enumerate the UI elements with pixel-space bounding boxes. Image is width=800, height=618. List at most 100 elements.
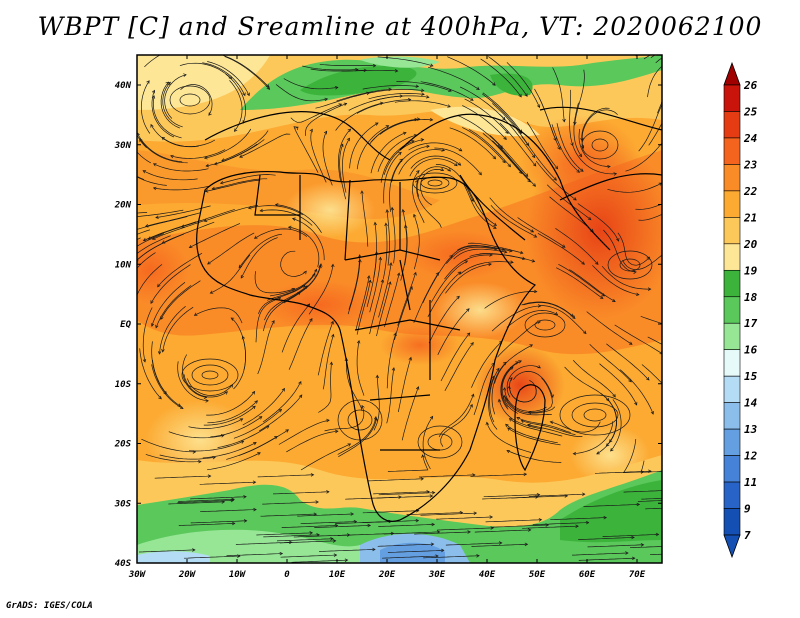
streamline <box>581 107 610 149</box>
streamline-arrow <box>287 225 292 230</box>
streamline <box>640 315 662 324</box>
streamline-arrow <box>373 416 378 420</box>
streamline-arrow <box>413 213 417 218</box>
streamline <box>516 417 571 433</box>
streamline-arrow <box>564 494 569 498</box>
streamline-arrow <box>247 206 252 210</box>
streamline <box>278 419 330 445</box>
streamline <box>409 158 458 177</box>
streamline <box>305 103 347 136</box>
streamline-arrow <box>415 84 420 88</box>
streamline <box>482 92 523 133</box>
streamline <box>376 281 391 337</box>
streamline-arrow <box>298 394 303 399</box>
streamline-arrow <box>685 191 688 194</box>
streamline-arrow <box>388 87 392 92</box>
streamline-arrow <box>435 271 439 276</box>
streamline-arrow <box>346 533 351 537</box>
streamline-arrow <box>291 288 296 292</box>
streamline <box>225 73 246 124</box>
streamline <box>592 265 639 296</box>
streamline <box>139 138 188 164</box>
streamline-arrow <box>152 163 157 167</box>
streamline <box>157 252 203 288</box>
streamline-arrow <box>478 171 482 176</box>
streamline <box>498 399 543 430</box>
streamline-arrow <box>192 44 195 47</box>
streamline-arrow <box>421 454 425 458</box>
streamline <box>342 138 350 193</box>
streamline-arrow <box>347 128 352 133</box>
streamline-arrow <box>473 511 478 515</box>
streamline <box>581 109 618 141</box>
streamline-arrow <box>208 112 212 116</box>
streamline-arrow <box>396 272 401 277</box>
colorbar-label: 21 <box>743 211 757 224</box>
streamline-arrow <box>655 532 660 537</box>
streamline <box>420 512 477 516</box>
colorbar-label: 15 <box>744 370 758 383</box>
streamline <box>422 416 433 470</box>
streamline <box>276 538 334 542</box>
streamline-arrow <box>503 136 507 141</box>
streamline-arrow <box>221 500 226 504</box>
streamline-arrow <box>253 235 258 239</box>
streamline <box>398 149 445 175</box>
streamline <box>552 67 565 122</box>
streamline <box>259 394 303 432</box>
streamline <box>569 89 574 146</box>
streamline <box>288 318 313 370</box>
streamline <box>558 263 605 297</box>
streamline <box>413 214 420 270</box>
streamline-arrow <box>580 168 584 172</box>
streamline-arrow <box>334 429 339 434</box>
streamline <box>521 136 557 181</box>
streamline-arrow <box>155 215 159 219</box>
streamline-arrow <box>573 197 577 201</box>
streamline-arrow <box>691 332 694 335</box>
streamline-arrow <box>252 405 256 410</box>
streamline <box>145 454 202 463</box>
lon-label: 20W <box>178 570 197 580</box>
streamline-arrow <box>207 474 212 478</box>
streamline-arrow <box>685 34 688 37</box>
streamline <box>180 84 213 116</box>
streamline <box>572 145 617 175</box>
streamline-arrow <box>472 473 476 477</box>
streamline <box>308 264 334 315</box>
streamline-arrow <box>239 154 243 158</box>
streamline <box>203 405 256 426</box>
streamline-arrow <box>144 224 149 228</box>
streamline-arrow <box>326 418 330 423</box>
lat-label: 10N <box>115 260 132 270</box>
streamline <box>546 184 592 221</box>
streamline <box>622 439 644 473</box>
streamline <box>572 359 616 398</box>
streamline-arrow <box>683 544 686 547</box>
streamline <box>416 180 442 228</box>
colorbar-box <box>723 269 741 298</box>
streamline <box>578 557 635 561</box>
streamline <box>379 119 433 135</box>
colorbar-label: 16 <box>744 344 758 357</box>
streamline <box>159 454 216 460</box>
lon-label: 70E <box>629 570 646 580</box>
streamline <box>283 78 338 90</box>
streamline-arrow <box>205 399 209 403</box>
streamline-arrow <box>640 470 645 474</box>
streamline <box>600 392 617 443</box>
streamline-arrow <box>650 411 654 415</box>
colorbar-label: 11 <box>744 476 757 489</box>
streamline-arrow <box>384 222 388 227</box>
streamline <box>501 366 518 414</box>
streamline <box>204 128 252 159</box>
streamline-arrow <box>469 403 473 408</box>
streamlines <box>137 34 694 563</box>
streamline-arrow <box>524 542 529 547</box>
streamline-arrow <box>516 417 521 421</box>
streamline <box>594 470 652 474</box>
colorbar-label: 12 <box>744 450 758 463</box>
streamline-arrow <box>313 512 318 516</box>
streamline-arrow <box>165 81 170 86</box>
streamline-arrow <box>309 128 313 133</box>
